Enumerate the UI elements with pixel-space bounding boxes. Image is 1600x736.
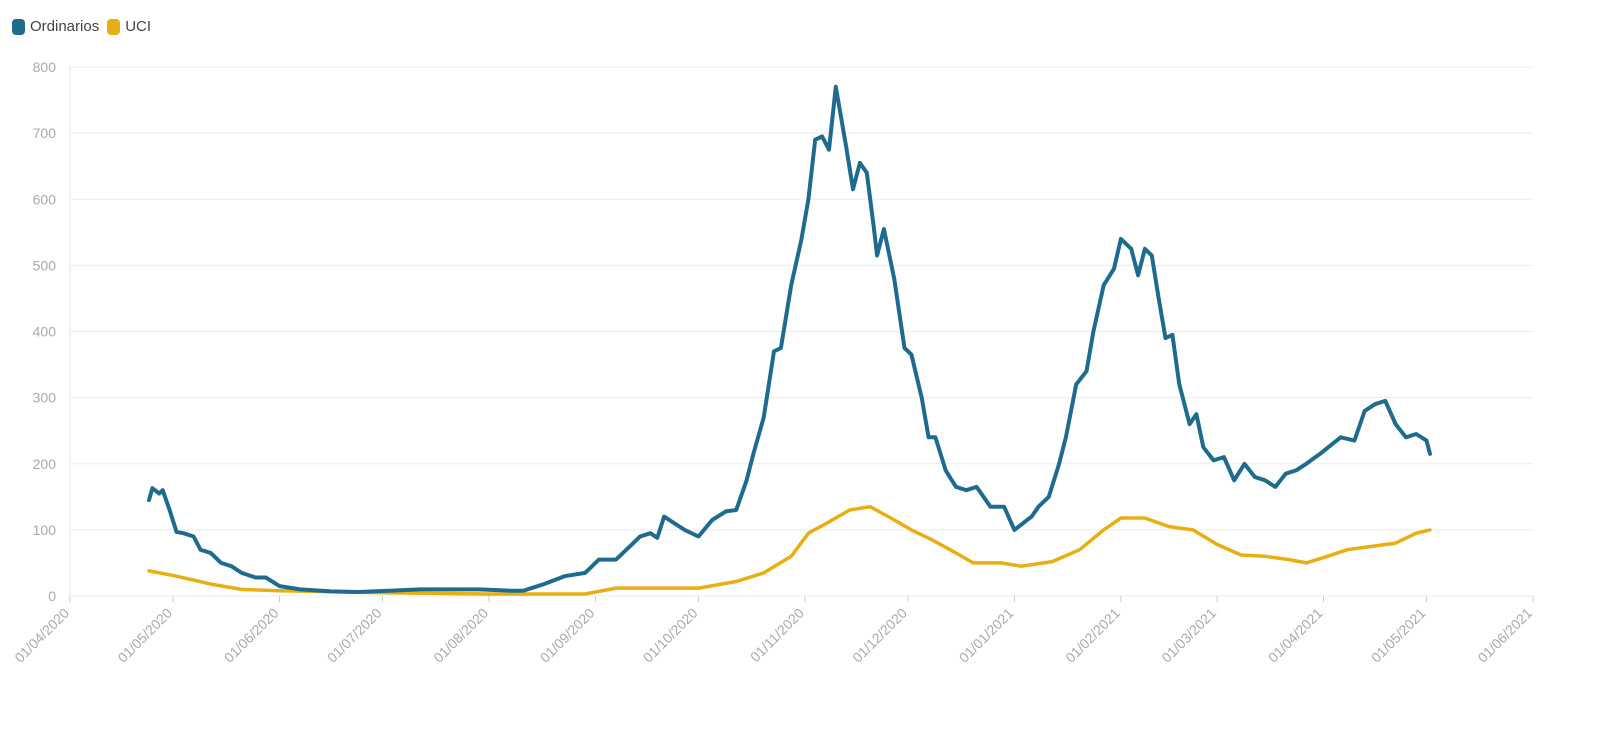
legend-label-uci: UCI (125, 18, 152, 35)
legend-label-ordinarios: Ordinarios (30, 18, 100, 35)
x-tick-label: 01/08/2020 (430, 605, 491, 666)
legend-item-uci[interactable]: UCI (107, 18, 151, 35)
y-tick-label: 800 (33, 59, 57, 75)
x-tick-label: 01/11/2020 (747, 605, 807, 665)
x-tick-label: 01/10/2020 (640, 605, 701, 666)
y-tick-label: 100 (33, 522, 57, 538)
legend-swatch-ordinarios (12, 18, 25, 35)
x-tick-label: 01/04/2020 (11, 605, 72, 666)
series-line-ordinarios (147, 84, 1432, 594)
x-tick-label: 01/02/2021 (1062, 605, 1123, 666)
x-tick-label: 01/05/2020 (114, 605, 175, 666)
y-tick-label: 600 (33, 191, 57, 207)
x-tick-label: 01/01/2021 (956, 605, 1017, 666)
series-line-uci (147, 504, 1432, 596)
x-tick-label: 01/09/2020 (537, 605, 598, 666)
x-tick-label: 01/05/2021 (1368, 605, 1429, 666)
legend: Ordinarios UCI (12, 18, 159, 35)
y-tick-label: 700 (33, 125, 57, 141)
legend-swatch-uci (107, 18, 121, 35)
x-tick-label: 01/06/2020 (221, 605, 282, 666)
y-tick-label: 400 (33, 324, 57, 340)
y-tick-label: 300 (33, 390, 57, 406)
y-tick-label: 0 (48, 588, 56, 604)
x-tick-label: 01/07/2020 (324, 605, 385, 666)
x-tick-label: 01/03/2021 (1158, 605, 1219, 666)
y-tick-label: 200 (33, 456, 57, 472)
x-tick-label: 01/12/2020 (849, 605, 910, 666)
x-tick-label: 01/06/2021 (1474, 605, 1535, 666)
legend-item-ordinarios[interactable]: Ordinarios (12, 18, 99, 35)
y-tick-label: 500 (33, 257, 57, 273)
x-tick-label: 01/04/2021 (1265, 605, 1326, 666)
